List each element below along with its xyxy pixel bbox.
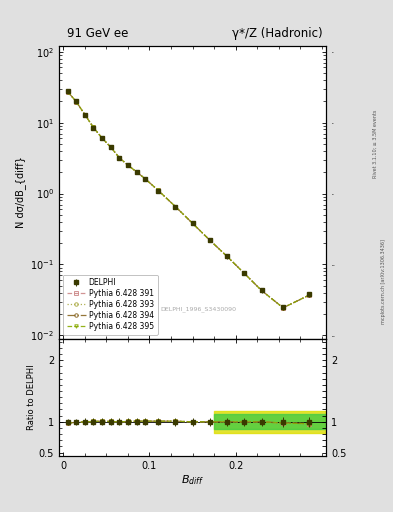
Pythia 6.428 393 <box>100 135 105 141</box>
Pythia 6.428 395 <box>173 203 178 209</box>
Pythia 6.428 394 <box>100 135 105 141</box>
Pythia 6.428 394 <box>125 162 130 168</box>
Pythia 6.428 393 <box>208 237 212 243</box>
Pythia 6.428 394 <box>208 237 212 243</box>
Pythia 6.428 395 <box>91 124 96 131</box>
Pythia 6.428 394 <box>91 124 96 131</box>
Pythia 6.428 394 <box>281 305 285 311</box>
Text: γ*/Z (Hadronic): γ*/Z (Hadronic) <box>231 27 322 40</box>
Pythia 6.428 394 <box>108 144 113 150</box>
Pythia 6.428 394 <box>134 169 139 175</box>
Pythia 6.428 391 <box>208 237 212 243</box>
Pythia 6.428 394 <box>156 187 160 194</box>
Pythia 6.428 393 <box>242 270 247 276</box>
Pythia 6.428 393 <box>281 305 285 311</box>
Text: mcplots.cern.ch [arXiv:1306.3436]: mcplots.cern.ch [arXiv:1306.3436] <box>381 239 386 324</box>
Pythia 6.428 395 <box>242 270 247 276</box>
Pythia 6.428 395 <box>190 220 195 226</box>
Pythia 6.428 393 <box>91 124 96 131</box>
Pythia 6.428 394 <box>173 203 178 209</box>
Pythia 6.428 391 <box>108 144 113 150</box>
Pythia 6.428 394 <box>307 292 311 298</box>
Pythia 6.428 394 <box>143 176 147 182</box>
Pythia 6.428 391 <box>125 162 130 168</box>
Pythia 6.428 391 <box>156 187 160 194</box>
Pythia 6.428 394 <box>259 287 264 293</box>
Pythia 6.428 393 <box>125 162 130 168</box>
Line: Pythia 6.428 394: Pythia 6.428 394 <box>66 90 311 310</box>
Text: Rivet 3.1.10; ≥ 3.5M events: Rivet 3.1.10; ≥ 3.5M events <box>373 109 378 178</box>
Pythia 6.428 395 <box>156 187 160 194</box>
Pythia 6.428 393 <box>65 89 70 95</box>
Line: Pythia 6.428 393: Pythia 6.428 393 <box>66 90 311 310</box>
Pythia 6.428 391 <box>65 89 70 95</box>
Pythia 6.428 395 <box>125 162 130 168</box>
Pythia 6.428 394 <box>190 220 195 226</box>
Pythia 6.428 393 <box>259 287 264 293</box>
Pythia 6.428 395 <box>307 292 311 298</box>
Pythia 6.428 395 <box>108 144 113 150</box>
Pythia 6.428 395 <box>100 135 105 141</box>
Pythia 6.428 391 <box>242 270 247 276</box>
Pythia 6.428 393 <box>83 112 87 118</box>
Pythia 6.428 393 <box>156 187 160 194</box>
Pythia 6.428 393 <box>225 253 230 260</box>
Pythia 6.428 391 <box>100 135 105 141</box>
Pythia 6.428 395 <box>74 98 79 104</box>
Pythia 6.428 395 <box>281 305 285 311</box>
Pythia 6.428 391 <box>173 203 178 209</box>
Pythia 6.428 395 <box>117 155 122 161</box>
Pythia 6.428 393 <box>108 144 113 150</box>
Pythia 6.428 393 <box>190 220 195 226</box>
Text: 91 GeV ee: 91 GeV ee <box>67 27 128 40</box>
Pythia 6.428 391 <box>281 305 285 311</box>
Pythia 6.428 395 <box>208 237 212 243</box>
Pythia 6.428 391 <box>307 292 311 298</box>
Pythia 6.428 395 <box>134 169 139 175</box>
Legend: DELPHI, Pythia 6.428 391, Pythia 6.428 393, Pythia 6.428 394, Pythia 6.428 395: DELPHI, Pythia 6.428 391, Pythia 6.428 3… <box>63 274 158 335</box>
Pythia 6.428 393 <box>143 176 147 182</box>
Pythia 6.428 395 <box>83 112 87 118</box>
Pythia 6.428 394 <box>74 98 79 104</box>
Pythia 6.428 395 <box>225 253 230 260</box>
Pythia 6.428 391 <box>225 253 230 260</box>
Pythia 6.428 395 <box>259 287 264 293</box>
Pythia 6.428 394 <box>117 155 122 161</box>
Pythia 6.428 393 <box>173 203 178 209</box>
Pythia 6.428 391 <box>74 98 79 104</box>
Pythia 6.428 394 <box>225 253 230 260</box>
Pythia 6.428 395 <box>65 89 70 95</box>
Pythia 6.428 391 <box>190 220 195 226</box>
Line: Pythia 6.428 395: Pythia 6.428 395 <box>66 90 311 310</box>
Pythia 6.428 395 <box>143 176 147 182</box>
Pythia 6.428 394 <box>65 89 70 95</box>
Pythia 6.428 394 <box>242 270 247 276</box>
Text: DELPHI_1996_S3430090: DELPHI_1996_S3430090 <box>160 307 236 312</box>
Pythia 6.428 391 <box>134 169 139 175</box>
Pythia 6.428 391 <box>143 176 147 182</box>
Pythia 6.428 391 <box>117 155 122 161</box>
Pythia 6.428 391 <box>83 112 87 118</box>
Pythia 6.428 393 <box>74 98 79 104</box>
Line: Pythia 6.428 391: Pythia 6.428 391 <box>66 90 311 310</box>
Pythia 6.428 393 <box>117 155 122 161</box>
Pythia 6.428 391 <box>259 287 264 293</box>
X-axis label: $B_{diff}$: $B_{diff}$ <box>181 473 204 487</box>
Y-axis label: N dσ/dB_{diff}: N dσ/dB_{diff} <box>15 157 26 228</box>
Pythia 6.428 391 <box>91 124 96 131</box>
Y-axis label: Ratio to DELPHI: Ratio to DELPHI <box>27 365 36 430</box>
Pythia 6.428 394 <box>83 112 87 118</box>
Pythia 6.428 393 <box>307 292 311 298</box>
Pythia 6.428 393 <box>134 169 139 175</box>
